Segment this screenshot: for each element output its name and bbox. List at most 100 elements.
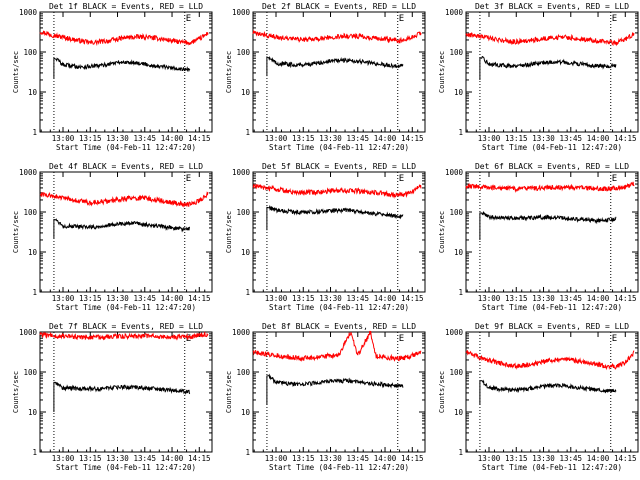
chart-title: Det 4f BLACK = Events, RED = LLD (49, 162, 203, 171)
panel-det-1: Det 1f BLACK = Events, RED = LLD 1 10 100 10… (12, 2, 213, 152)
y-tick-label: 10 (28, 248, 38, 257)
chart-title: Det 5f BLACK = Events, RED = LLD (262, 162, 416, 171)
panel-det-9: Det 9f BLACK = Events, RED = LLD 1 10 100 10… (438, 322, 639, 472)
lld-series-line (39, 191, 209, 208)
x-tick-label: 13:15 (79, 454, 102, 463)
y-tick-label: 10 (454, 88, 464, 97)
x-tick-label: 13:00 (265, 294, 288, 303)
y-axis-label: Counts/sec (225, 51, 233, 93)
x-tick-label: 13:30 (319, 454, 342, 463)
panel-det-2: Det 2f BLACK = Events, RED = LLD 1 10 100 10… (225, 2, 426, 152)
x-tick-label: 13:00 (265, 134, 288, 143)
marker-e-label: E (399, 14, 404, 24)
x-tick-label: 13:45 (346, 294, 369, 303)
y-tick-label: 10 (28, 408, 38, 417)
x-tick-label: 14:00 (161, 134, 184, 143)
lld-series-line (252, 29, 422, 44)
x-tick-label: 13:15 (292, 454, 315, 463)
x-axis-label: Start Time (04-Feb-11 12:47:20) (56, 463, 196, 472)
y-tick-label: 1 (458, 288, 463, 297)
marker-e-label: E (612, 14, 617, 24)
events-series-line (266, 373, 404, 405)
chart-title: Det 8f BLACK = Events, RED = LLD (262, 322, 416, 331)
x-tick-label: 13:30 (532, 134, 555, 143)
x-tick-label: 13:45 (559, 134, 582, 143)
x-tick-label: 13:45 (559, 454, 582, 463)
x-axis-label: Start Time (04-Feb-11 12:47:20) (482, 303, 622, 312)
x-tick-label: 14:15 (614, 454, 637, 463)
x-tick-label: 13:15 (505, 294, 528, 303)
plot-frame (39, 11, 213, 133)
lld-series-line (39, 30, 209, 47)
x-tick-label: 14:00 (374, 454, 397, 463)
panel-det-3: Det 3f BLACK = Events, RED = LLD 1 10 100 10… (438, 2, 639, 152)
x-tick-label: 13:45 (346, 134, 369, 143)
y-tick-label: 1000 (19, 8, 38, 17)
y-axis-label: Counts/sec (438, 51, 446, 93)
y-tick-label: 1000 (19, 168, 38, 177)
x-tick-label: 13:45 (346, 454, 369, 463)
x-axis-label: Start Time (04-Feb-11 12:47:20) (56, 303, 196, 312)
y-tick-label: 1000 (232, 8, 251, 17)
marker-e-label: E (186, 174, 191, 184)
x-tick-label: 13:15 (79, 294, 102, 303)
x-tick-label: 14:15 (401, 454, 424, 463)
y-axis-label: Counts/sec (12, 51, 20, 93)
x-tick-label: 14:00 (587, 134, 610, 143)
chart-title: Det 7f BLACK = Events, RED = LLD (49, 322, 203, 331)
chart-title: Det 9f BLACK = Events, RED = LLD (475, 322, 629, 331)
events-series-line (479, 210, 617, 240)
y-axis-label: Counts/sec (438, 211, 446, 253)
y-tick-label: 100 (23, 208, 37, 217)
y-tick-label: 100 (236, 48, 250, 57)
chart-title: Det 6f BLACK = Events, RED = LLD (475, 162, 629, 171)
events-series-line (53, 381, 191, 412)
chart-title: Det 3f BLACK = Events, RED = LLD (475, 2, 629, 11)
y-axis-label: Counts/sec (438, 371, 446, 413)
plot-frame (465, 11, 639, 133)
x-tick-label: 13:15 (505, 454, 528, 463)
lld-series-line (39, 330, 209, 341)
x-tick-label: 13:15 (292, 134, 315, 143)
x-tick-label: 13:30 (106, 134, 129, 143)
y-axis-label: Counts/sec (12, 211, 20, 253)
x-tick-label: 13:30 (319, 134, 342, 143)
y-tick-label: 1 (245, 128, 250, 137)
y-tick-label: 10 (28, 88, 38, 97)
x-tick-label: 13:30 (532, 294, 555, 303)
x-tick-label: 13:45 (133, 294, 156, 303)
x-axis-label: Start Time (04-Feb-11 12:47:20) (269, 463, 409, 472)
y-tick-label: 100 (236, 208, 250, 217)
x-tick-label: 14:15 (614, 134, 637, 143)
y-tick-label: 1 (245, 288, 250, 297)
y-tick-label: 100 (449, 48, 463, 57)
y-tick-label: 1000 (19, 328, 38, 337)
y-tick-label: 10 (241, 248, 251, 257)
x-tick-label: 13:15 (505, 134, 528, 143)
chart-title: Det 1f BLACK = Events, RED = LLD (49, 2, 203, 11)
y-tick-label: 1000 (232, 328, 251, 337)
x-tick-label: 14:00 (374, 294, 397, 303)
y-axis-label: Counts/sec (225, 211, 233, 253)
x-tick-label: 14:15 (188, 134, 211, 143)
y-tick-label: 1 (32, 288, 37, 297)
x-tick-label: 14:00 (587, 454, 610, 463)
x-tick-label: 13:30 (106, 454, 129, 463)
x-tick-label: 13:00 (52, 134, 75, 143)
x-tick-label: 13:30 (106, 294, 129, 303)
x-tick-label: 13:00 (478, 294, 501, 303)
x-tick-label: 13:15 (292, 294, 315, 303)
x-tick-label: 14:15 (401, 134, 424, 143)
y-tick-label: 10 (241, 408, 251, 417)
x-tick-label: 13:00 (478, 454, 501, 463)
y-axis-label: Counts/sec (12, 371, 20, 413)
marker-e-label: E (612, 334, 617, 344)
events-series-line (479, 56, 617, 80)
y-tick-label: 1000 (232, 168, 251, 177)
plot-frame (39, 171, 213, 293)
y-tick-label: 1 (458, 448, 463, 457)
panel-det-5: Det 5f BLACK = Events, RED = LLD 1 10 100 10… (225, 162, 426, 312)
x-tick-label: 14:15 (188, 294, 211, 303)
events-series-line (53, 218, 191, 239)
